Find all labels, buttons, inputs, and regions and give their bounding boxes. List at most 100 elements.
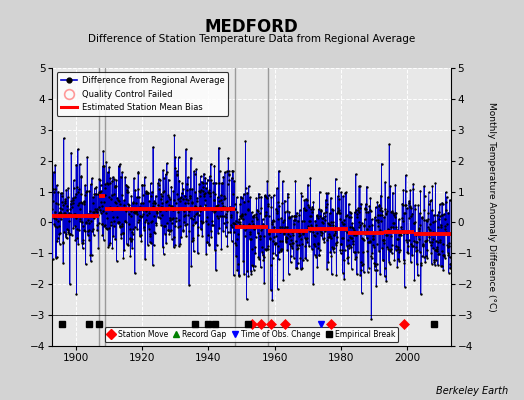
Point	[209, 222, 217, 229]
Point	[222, 214, 230, 220]
Point	[409, 181, 418, 187]
Point	[301, 254, 309, 261]
Point	[168, 236, 176, 242]
Point	[381, 179, 389, 185]
Point	[222, 224, 231, 231]
Point	[58, 199, 67, 206]
Point	[151, 200, 159, 206]
Point	[151, 192, 160, 199]
Point	[346, 244, 355, 250]
Point	[429, 229, 438, 236]
Point	[220, 193, 228, 199]
Point	[66, 206, 74, 212]
Point	[188, 238, 196, 244]
Point	[236, 219, 244, 225]
Point	[67, 200, 75, 207]
Point	[161, 198, 170, 205]
Point	[365, 239, 373, 245]
Point	[146, 231, 154, 238]
Point	[172, 215, 180, 221]
Point	[417, 260, 425, 266]
Point	[396, 231, 404, 237]
Point	[318, 215, 326, 222]
Point	[280, 197, 289, 204]
Point	[411, 202, 419, 208]
Point	[110, 217, 118, 224]
Point	[280, 230, 289, 237]
Point	[155, 176, 163, 182]
Point	[209, 180, 217, 186]
Point	[385, 261, 394, 267]
Point	[98, 221, 106, 228]
Point	[105, 204, 114, 211]
Point	[205, 240, 213, 247]
Point	[237, 212, 245, 219]
Point	[313, 212, 321, 218]
Point	[423, 224, 432, 230]
Point	[194, 250, 202, 257]
Point	[301, 207, 310, 213]
Point	[411, 206, 419, 212]
Point	[248, 209, 256, 216]
Point	[187, 154, 195, 161]
Point	[51, 222, 59, 229]
Point	[260, 192, 269, 198]
Point	[247, 270, 255, 277]
Point	[169, 215, 177, 221]
Point	[255, 190, 263, 197]
Point	[334, 207, 343, 213]
Point	[51, 162, 59, 168]
Point	[332, 242, 340, 248]
Point	[204, 190, 213, 196]
Point	[385, 141, 394, 148]
Point	[423, 247, 431, 253]
Point	[328, 252, 336, 259]
Point	[84, 211, 92, 217]
Point	[68, 232, 76, 238]
Point	[351, 255, 359, 262]
Point	[84, 232, 92, 238]
Point	[157, 196, 166, 202]
Point	[355, 219, 364, 226]
Point	[364, 238, 372, 245]
Point	[75, 161, 84, 168]
Point	[440, 211, 448, 217]
Point	[205, 242, 213, 248]
Point	[356, 204, 365, 211]
Point	[293, 265, 302, 272]
Point	[263, 178, 271, 184]
Point	[257, 194, 265, 200]
Point	[207, 177, 215, 184]
Point	[331, 230, 339, 236]
Point	[189, 237, 197, 243]
Point	[437, 263, 445, 269]
Point	[389, 212, 398, 218]
Point	[257, 205, 265, 211]
Point	[410, 220, 418, 226]
Point	[309, 199, 318, 205]
Point	[286, 259, 294, 265]
Point	[104, 244, 113, 250]
Point	[202, 218, 210, 225]
Point	[230, 220, 238, 226]
Point	[73, 202, 82, 208]
Point	[383, 244, 391, 250]
Point	[188, 199, 196, 205]
Point	[57, 216, 65, 222]
Point	[421, 238, 430, 244]
Point	[407, 259, 415, 265]
Point	[101, 192, 110, 198]
Point	[198, 178, 206, 185]
Point	[163, 192, 172, 198]
Point	[239, 258, 247, 264]
Point	[289, 232, 297, 238]
Point	[237, 214, 245, 221]
Point	[60, 200, 69, 206]
Point	[259, 252, 267, 259]
Point	[106, 222, 115, 228]
Point	[366, 239, 374, 246]
Point	[80, 198, 89, 204]
Point	[148, 202, 157, 209]
Point	[366, 195, 375, 201]
Point	[366, 208, 375, 214]
